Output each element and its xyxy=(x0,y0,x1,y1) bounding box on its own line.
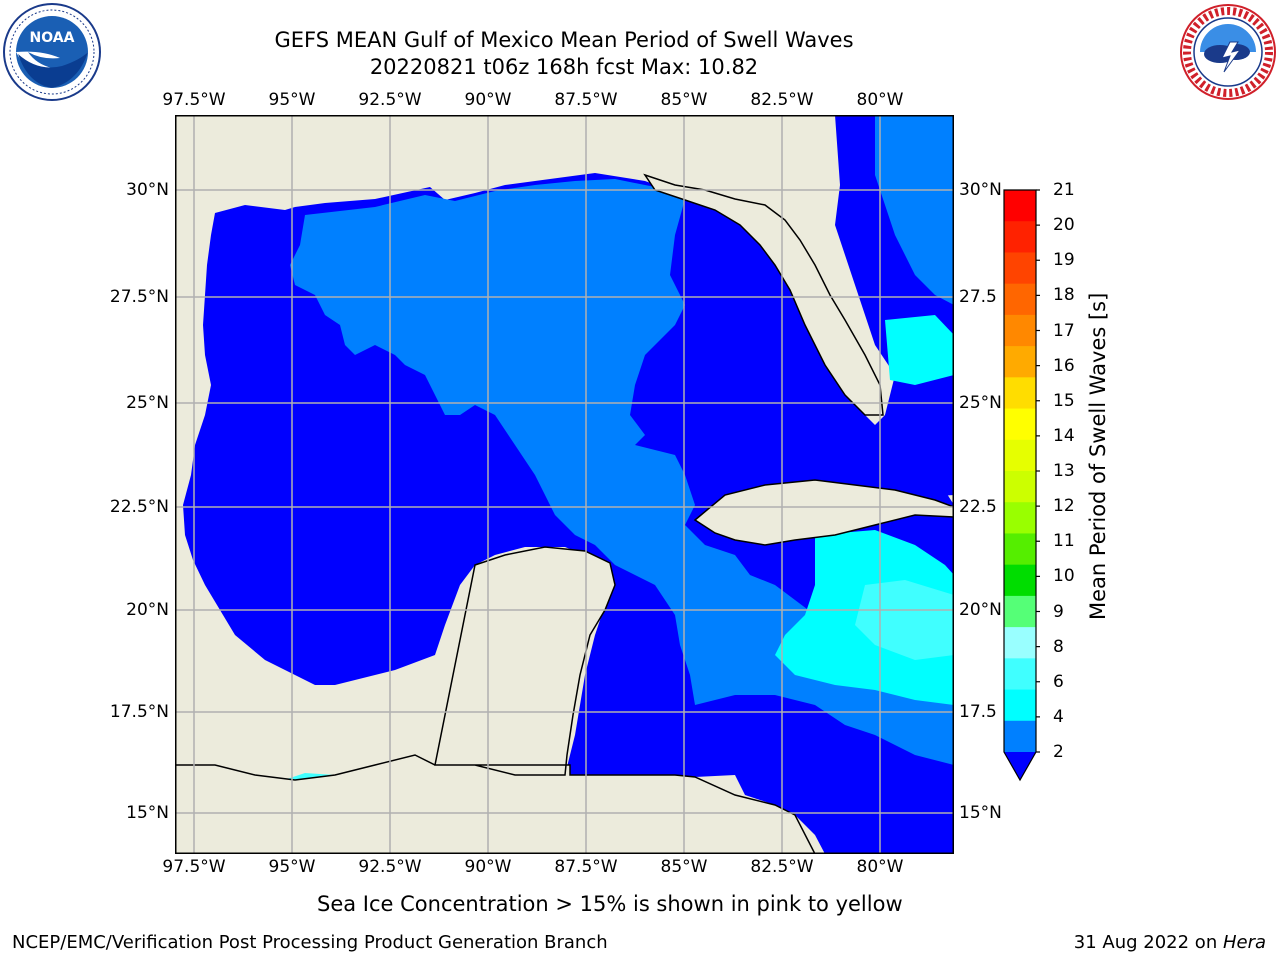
colorbar-band xyxy=(1004,471,1036,503)
lat-tick-right: 27.5 xyxy=(959,287,997,307)
colorbar-tick-label: 8 xyxy=(1053,636,1064,657)
colorbar-tick-label: 14 xyxy=(1053,425,1075,446)
footer-host: Hera xyxy=(1222,932,1266,953)
lon-tick-top: 92.5°W xyxy=(358,90,422,110)
colorbar-band xyxy=(1004,190,1036,222)
cuba-land xyxy=(693,479,954,546)
colorbar-band xyxy=(1004,720,1036,753)
sea-ice-note: Sea Ice Concentration > 15% is shown in … xyxy=(317,892,903,916)
colorbar-tick-label: 21 xyxy=(1053,180,1075,200)
colorbar-frame xyxy=(1003,189,1037,782)
florida-land xyxy=(643,173,884,416)
lon-tick-top: 80°W xyxy=(856,90,904,110)
colorbar-band xyxy=(1004,439,1036,472)
lat-tick-left: 15°N xyxy=(126,803,169,823)
lon-tick-bottom: 90°W xyxy=(464,857,512,877)
atlantic-water-cyan xyxy=(885,315,954,385)
nws-logo-icon xyxy=(1180,4,1276,100)
footer-credit: NCEP/EMC/Verification Post Processing Pr… xyxy=(12,932,608,953)
lat-tick-right: 17.5 xyxy=(959,702,997,722)
colorbar-band xyxy=(1004,658,1036,691)
lat-tick-right: 15°N xyxy=(959,803,1002,823)
lon-tick-top: 82.5°W xyxy=(750,90,814,110)
colorbar-tick-label: 2 xyxy=(1053,742,1064,762)
lon-tick-bottom: 87.5°W xyxy=(554,857,618,877)
noaa-logo-text: NOAA xyxy=(30,30,75,46)
colorbar-tick-label: 4 xyxy=(1053,706,1064,727)
lon-tick-top: 95°W xyxy=(268,90,316,110)
lat-tick-right: 22.5 xyxy=(959,497,997,517)
lon-tick-bottom: 85°W xyxy=(660,857,708,877)
map-title-line2: 20220821 t06z 168h fcst Max: 10.82 xyxy=(369,55,759,79)
lon-tick-bottom: 92.5°W xyxy=(358,857,422,877)
lon-tick-bottom: 97.5°W xyxy=(162,857,226,877)
colorbar-tick-label: 9 xyxy=(1053,601,1064,622)
yucatan-land xyxy=(175,546,954,854)
gulf-water-medium xyxy=(290,179,954,765)
lat-tick-right: 20°N xyxy=(959,600,1002,620)
colorbar-band xyxy=(1004,377,1036,410)
colorbar-band xyxy=(1004,252,1036,285)
lat-tick-right: 25°N xyxy=(959,393,1002,413)
colorbar-band xyxy=(1004,502,1036,534)
colorbar-band xyxy=(1004,689,1036,722)
atlantic-water-medium xyxy=(875,115,954,305)
colorbar-band xyxy=(1004,221,1036,253)
colorbar-tick-label: 19 xyxy=(1053,250,1075,271)
colorbar-band xyxy=(1004,627,1036,659)
colorbar-band xyxy=(1004,283,1036,316)
lon-tick-top: 87.5°W xyxy=(554,90,618,110)
lat-tick-left: 27.5°N xyxy=(109,287,169,307)
colorbar-tick-label: 17 xyxy=(1053,320,1075,341)
colorbar-band xyxy=(1004,533,1036,566)
lon-tick-top: 85°W xyxy=(660,90,708,110)
lat-tick-left: 17.5°N xyxy=(109,702,169,722)
colorbar-band xyxy=(1004,564,1036,597)
colorbar-tick-label: 11 xyxy=(1053,531,1075,552)
map-frame xyxy=(175,115,954,854)
colorbar-band xyxy=(1004,346,1036,378)
lon-tick-top: 97.5°W xyxy=(162,90,226,110)
graticule xyxy=(175,115,954,854)
colorbar-label: Mean Period of Swell Waves [s] xyxy=(1086,292,1110,620)
lon-tick-bottom: 95°W xyxy=(268,857,316,877)
noaa-logo-icon: NOAA xyxy=(3,3,101,101)
colorbar-band xyxy=(1004,408,1036,441)
lat-tick-left: 20°N xyxy=(126,600,169,620)
colorbar-band xyxy=(1004,314,1036,347)
colorbar-tick-label: 20 xyxy=(1053,215,1075,236)
colorbar-tick-label: 13 xyxy=(1053,461,1075,481)
colorbar-tick-label: 18 xyxy=(1053,285,1075,306)
lat-tick-left: 25°N xyxy=(126,393,169,413)
colorbar-under-triangle xyxy=(1004,752,1036,780)
map-area xyxy=(175,115,954,854)
lon-tick-top: 90°W xyxy=(464,90,512,110)
lon-tick-bottom: 80°W xyxy=(856,857,904,877)
colorbar-tick-label: 16 xyxy=(1053,355,1075,376)
lat-tick-left: 30°N xyxy=(126,180,169,200)
map-title-line1: GEFS MEAN Gulf of Mexico Mean Period of … xyxy=(274,28,854,52)
footer-date: 31 Aug 2022 on Hera xyxy=(1074,932,1266,954)
colorbar-tick-label: 15 xyxy=(1053,390,1075,411)
lon-tick-bottom: 82.5°W xyxy=(750,857,814,877)
footer-date-text: 31 Aug 2022 on xyxy=(1073,932,1223,953)
colorbar xyxy=(1003,189,1040,782)
colorbar-tick-label: 10 xyxy=(1053,566,1075,587)
colorbar-tick-label: 6 xyxy=(1053,671,1064,692)
lat-tick-left: 22.5°N xyxy=(109,497,169,517)
colorbar-band xyxy=(1004,595,1036,628)
lat-tick-right: 30°N xyxy=(959,180,1002,200)
colorbar-tick-label: 12 xyxy=(1053,496,1075,517)
